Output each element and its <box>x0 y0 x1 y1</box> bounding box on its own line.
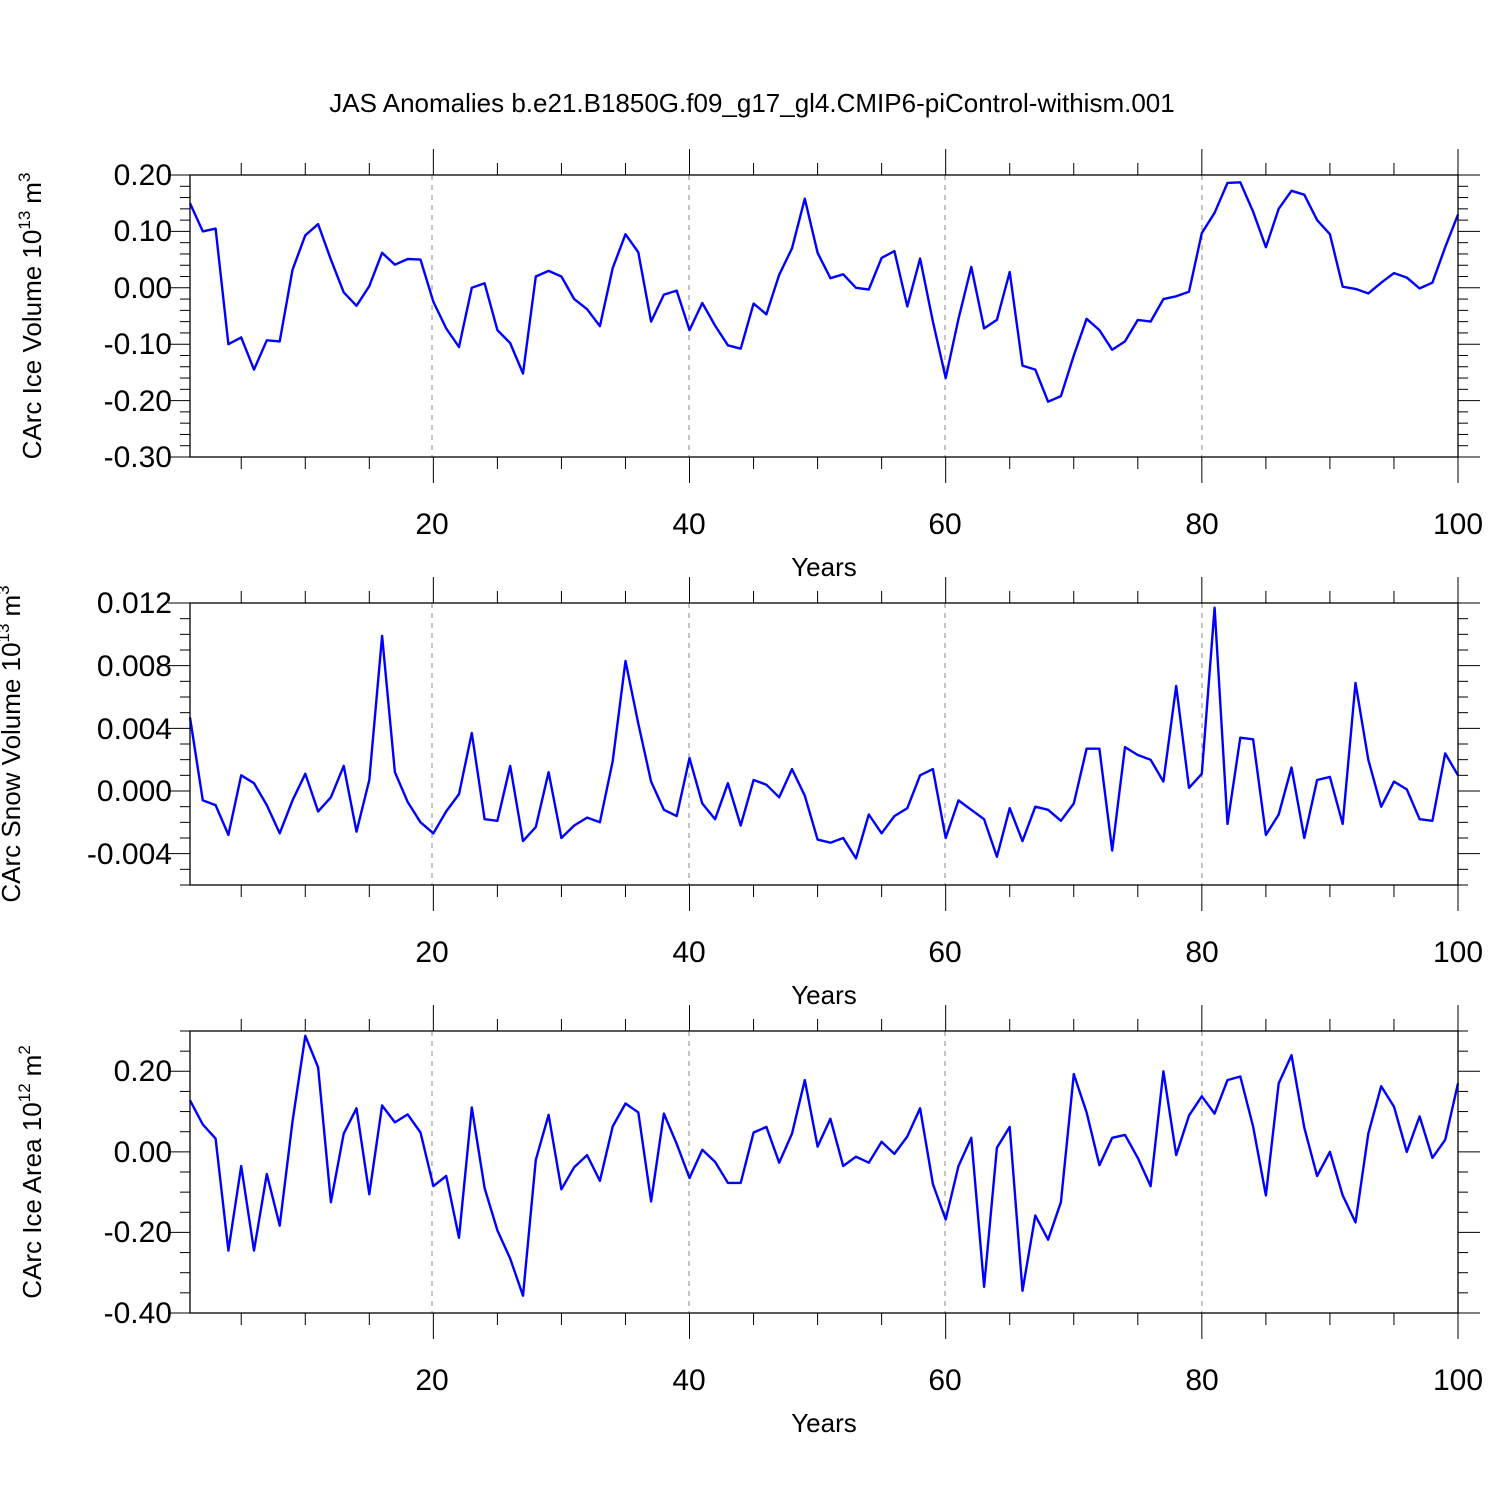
x-axis-label: Years <box>791 552 857 582</box>
x-tick-label: 40 <box>672 936 705 969</box>
x-tick-label: 80 <box>1185 936 1218 969</box>
x-tick-label: 20 <box>415 936 448 969</box>
x-tick-label: 60 <box>928 936 961 969</box>
ice-volume-line <box>188 181 1460 403</box>
y-tick-label: -0.30 <box>104 441 172 474</box>
panel-snow-volume: -0.004 0.000 0.004 0.008 0.012 20 40 60 … <box>0 577 1483 1010</box>
y-tick-label: 0.012 <box>97 587 172 620</box>
y-tick-label: -0.004 <box>87 838 172 871</box>
snow-volume-line <box>188 606 1460 860</box>
panel-ice-area: -0.40 -0.20 0.00 0.20 20 40 60 80 100 Ye… <box>15 1005 1483 1438</box>
y-tick-label: 0.20 <box>114 1055 172 1088</box>
x-tick-label: 80 <box>1185 508 1218 541</box>
plot-frame <box>189 602 1459 886</box>
x-tick-label: 100 <box>1433 508 1483 541</box>
x-tick-label: 40 <box>672 508 705 541</box>
y-tick-label: 0.00 <box>114 1136 172 1169</box>
x-axis-label: Years <box>791 1408 857 1438</box>
y-tick-label: 0.10 <box>114 215 172 248</box>
x-tick-label: 60 <box>928 1364 961 1397</box>
y-axis-label: CArc Ice Volume 1013m3 <box>15 173 47 460</box>
y-tick-label: -0.20 <box>104 1216 172 1249</box>
plot-frame <box>189 1030 1459 1314</box>
y-tick-label: -0.20 <box>104 385 172 418</box>
x-tick-label: 100 <box>1433 1364 1483 1397</box>
y-tick-label: 0.008 <box>97 650 172 683</box>
x-axis-label: Years <box>791 980 857 1010</box>
ice-area-line <box>188 1034 1460 1297</box>
y-ticks <box>168 174 1480 458</box>
x-ticks <box>240 149 1459 483</box>
x-tick-label: 40 <box>672 1364 705 1397</box>
y-tick-label: 0.004 <box>97 713 172 746</box>
panel-ice-volume: -0.30 -0.20 -0.10 0.00 0.10 0.20 20 40 6… <box>15 149 1483 582</box>
x-tick-label: 20 <box>415 508 448 541</box>
y-ticks <box>168 602 1480 886</box>
x-tick-label: 60 <box>928 508 961 541</box>
y-tick-label: -0.10 <box>104 328 172 361</box>
y-tick-label: 0.20 <box>114 159 172 192</box>
x-ticks <box>240 1005 1459 1339</box>
x-tick-label: 100 <box>1433 936 1483 969</box>
y-axis-label: CArc Ice Area 1012m2 <box>15 1045 47 1299</box>
plot-frame <box>189 174 1459 458</box>
y-axis-label: CArc Snow Volume 1013m3 <box>0 585 26 902</box>
x-ticks <box>240 577 1459 911</box>
x-tick-label: 20 <box>415 1364 448 1397</box>
y-tick-label: -0.40 <box>104 1297 172 1330</box>
y-ticks <box>168 1030 1480 1314</box>
chart-title: JAS Anomalies b.e21.B1850G.f09_g17_gl4.C… <box>329 88 1174 118</box>
y-tick-label: 0.000 <box>97 775 172 808</box>
y-tick-label: 0.00 <box>114 272 172 305</box>
x-tick-label: 80 <box>1185 1364 1218 1397</box>
